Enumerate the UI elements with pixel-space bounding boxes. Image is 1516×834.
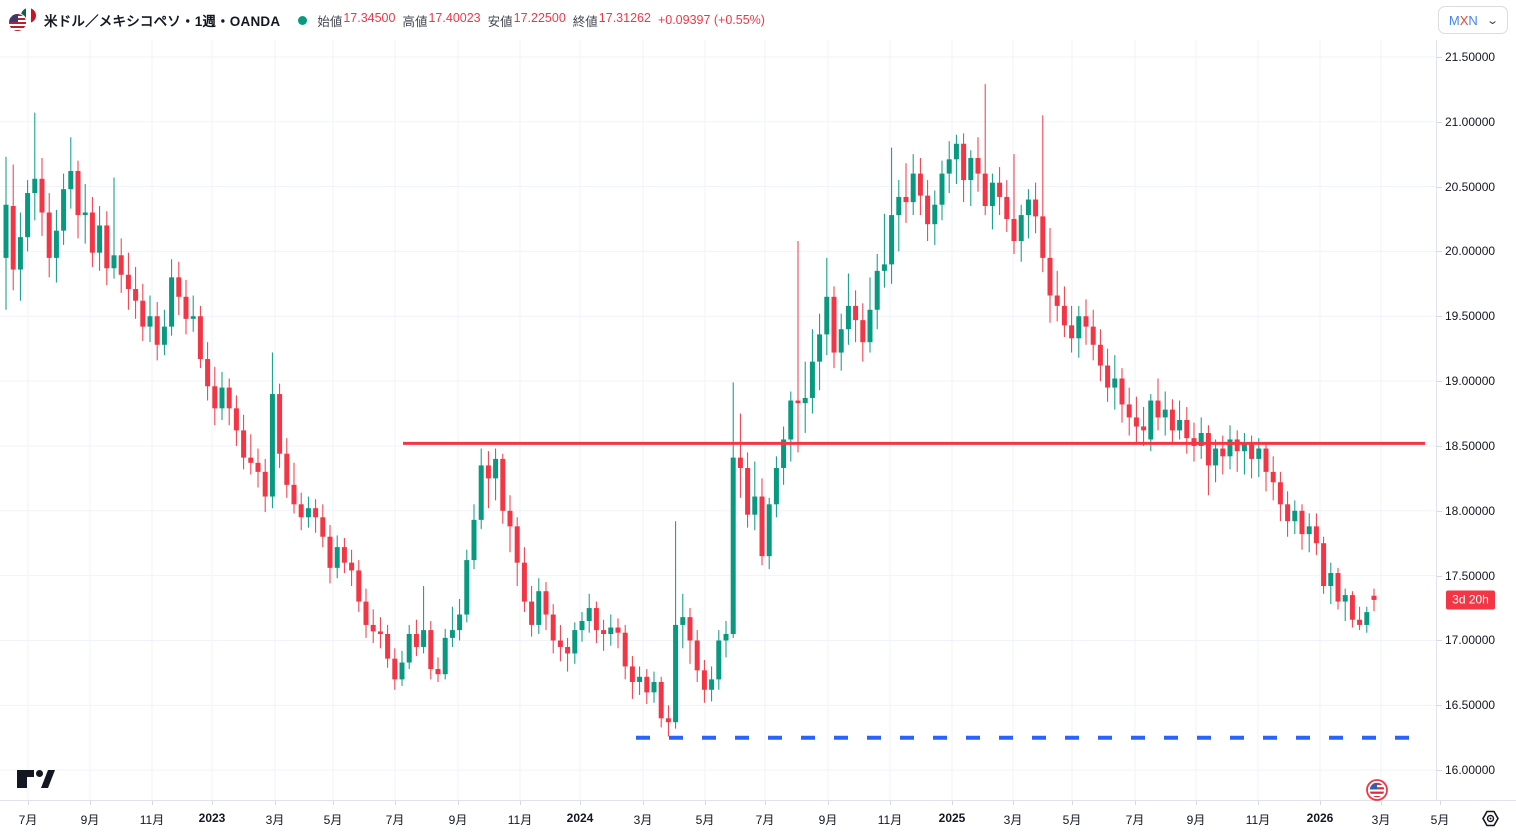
time-tick — [828, 801, 829, 805]
time-axis-label: 3月 — [1003, 813, 1023, 827]
price-axis-label: 21.50000 — [1445, 49, 1496, 64]
us-event-flag-icon[interactable] — [1366, 779, 1388, 801]
time-axis-label: 3月 — [265, 813, 285, 827]
time-tick — [1072, 801, 1073, 805]
time-axis-label: 11月 — [877, 813, 903, 827]
time-tick — [520, 801, 521, 805]
price-axis-label: 18.50000 — [1445, 438, 1496, 453]
price-tick — [1437, 770, 1442, 772]
time-axis-label: 5月 — [1430, 813, 1450, 827]
price-tick — [1437, 121, 1442, 123]
time-axis-label: 7月 — [385, 813, 405, 827]
time-tick — [1196, 801, 1197, 805]
price-axis-label: 20.50000 — [1445, 179, 1496, 194]
time-tick — [1440, 801, 1441, 805]
open-value: 始値 17.34500 — [317, 10, 396, 29]
time-tick — [152, 801, 153, 805]
price-tick — [1437, 445, 1442, 447]
time-tick — [212, 801, 213, 805]
currency-letter: X — [1459, 12, 1469, 28]
price-axis-label: 16.50000 — [1445, 698, 1496, 713]
market-status-dot — [298, 15, 308, 25]
time-tick — [765, 801, 766, 805]
time-axis-label: 7月 — [1125, 813, 1145, 827]
time-axis-label: 2024 — [566, 811, 594, 825]
time-axis-label: 3月 — [1371, 813, 1391, 827]
candles — [3, 84, 1377, 737]
price-tick — [1437, 316, 1442, 318]
price-axis-label: 17.00000 — [1445, 633, 1496, 648]
time-axis-label: 7月 — [755, 813, 775, 827]
time-axis-label: 9月 — [1186, 813, 1206, 827]
low-value: 安値 17.22500 — [487, 10, 566, 29]
time-axis-label: 2026 — [1306, 811, 1334, 825]
tradingview-logo[interactable] — [16, 768, 56, 790]
time-axis-label: 11月 — [1245, 813, 1271, 827]
time-axis-label: 11月 — [507, 813, 533, 827]
price-axis-label: 19.50000 — [1445, 309, 1496, 324]
time-axis-label: 11月 — [139, 813, 165, 827]
time-axis-settings-icon[interactable] — [1478, 806, 1502, 830]
time-tick — [1258, 801, 1259, 805]
time-tick — [395, 801, 396, 805]
time-axis[interactable]: 7月 9月 11月 2023 3月 5月 7月 9月 11月 2024 3月 5月 7月 9月 11月 202… — [0, 800, 1516, 834]
time-tick — [90, 801, 91, 805]
high-value: 高値 17.40023 — [402, 10, 481, 29]
change-value: +0.09397 (+0.55%) — [657, 13, 765, 27]
candlestick-chart[interactable] — [0, 40, 1436, 800]
price-axis-label: 18.00000 — [1445, 503, 1496, 518]
time-tick — [275, 801, 276, 805]
price-tick — [1437, 186, 1442, 188]
time-axis-label: 9月 — [80, 813, 100, 827]
time-axis-label: 9月 — [818, 813, 838, 827]
price-axis-label: 17.50000 — [1445, 568, 1496, 583]
price-axis-label: 20.00000 — [1445, 244, 1496, 259]
time-axis-label: 5月 — [323, 813, 343, 827]
price-axis-label: 16.00000 — [1445, 763, 1496, 778]
price-tick — [1437, 510, 1442, 512]
grid — [0, 40, 1436, 800]
time-tick — [952, 801, 953, 805]
currency-label: MXN — [1449, 13, 1478, 28]
time-axis-label: 2023 — [198, 811, 226, 825]
us-flag-icon — [8, 13, 27, 32]
close-value: 終値 17.31262 — [572, 10, 651, 29]
time-tick — [1381, 801, 1382, 805]
time-tick — [1013, 801, 1014, 805]
time-axis-label: 2025 — [938, 811, 966, 825]
time-tick — [705, 801, 706, 805]
currency-letter: M — [1448, 12, 1460, 28]
price-axis[interactable]: 3d 20h 21.50000 21.00000 20.50000 20.00000 1… — [1436, 40, 1516, 800]
currency-letter: N — [1468, 12, 1478, 28]
time-tick — [28, 801, 29, 805]
currency-selector-dropdown[interactable]: MXN ⌄ — [1437, 6, 1508, 34]
time-axis-label: 5月 — [1062, 813, 1082, 827]
time-tick — [643, 801, 644, 805]
price-tick — [1437, 56, 1442, 58]
time-tick — [580, 801, 581, 805]
time-axis-label: 7月 — [18, 813, 38, 827]
time-tick — [890, 801, 891, 805]
price-axis-label: 19.00000 — [1445, 374, 1496, 389]
ohlc-legend: 始値 17.34500 高値 17.40023 安値 17.22500 終値 17.31… — [317, 11, 765, 30]
chart-header: 米ドル／メキシコペソ・1週・OANDA 始値 17.34500 高値 17.4002… — [0, 0, 1516, 40]
price-axis-label: 21.00000 — [1445, 114, 1496, 129]
time-axis-label: 5月 — [695, 813, 715, 827]
price-tick — [1437, 705, 1442, 707]
bar-countdown-badge: 3d 20h — [1446, 590, 1495, 610]
time-tick — [1320, 801, 1321, 805]
price-tick — [1437, 640, 1442, 642]
chevron-down-icon: ⌄ — [1485, 14, 1499, 27]
time-tick — [333, 801, 334, 805]
price-tick — [1437, 575, 1442, 577]
time-tick — [1135, 801, 1136, 805]
time-tick — [458, 801, 459, 805]
time-axis-label: 9月 — [448, 813, 468, 827]
time-axis-label: 3月 — [633, 813, 653, 827]
price-tick — [1437, 381, 1442, 383]
symbol-title[interactable]: 米ドル／メキシコペソ・1週・OANDA — [44, 14, 281, 29]
price-tick — [1437, 251, 1442, 253]
usd-mxn-pair-icon — [8, 8, 38, 32]
